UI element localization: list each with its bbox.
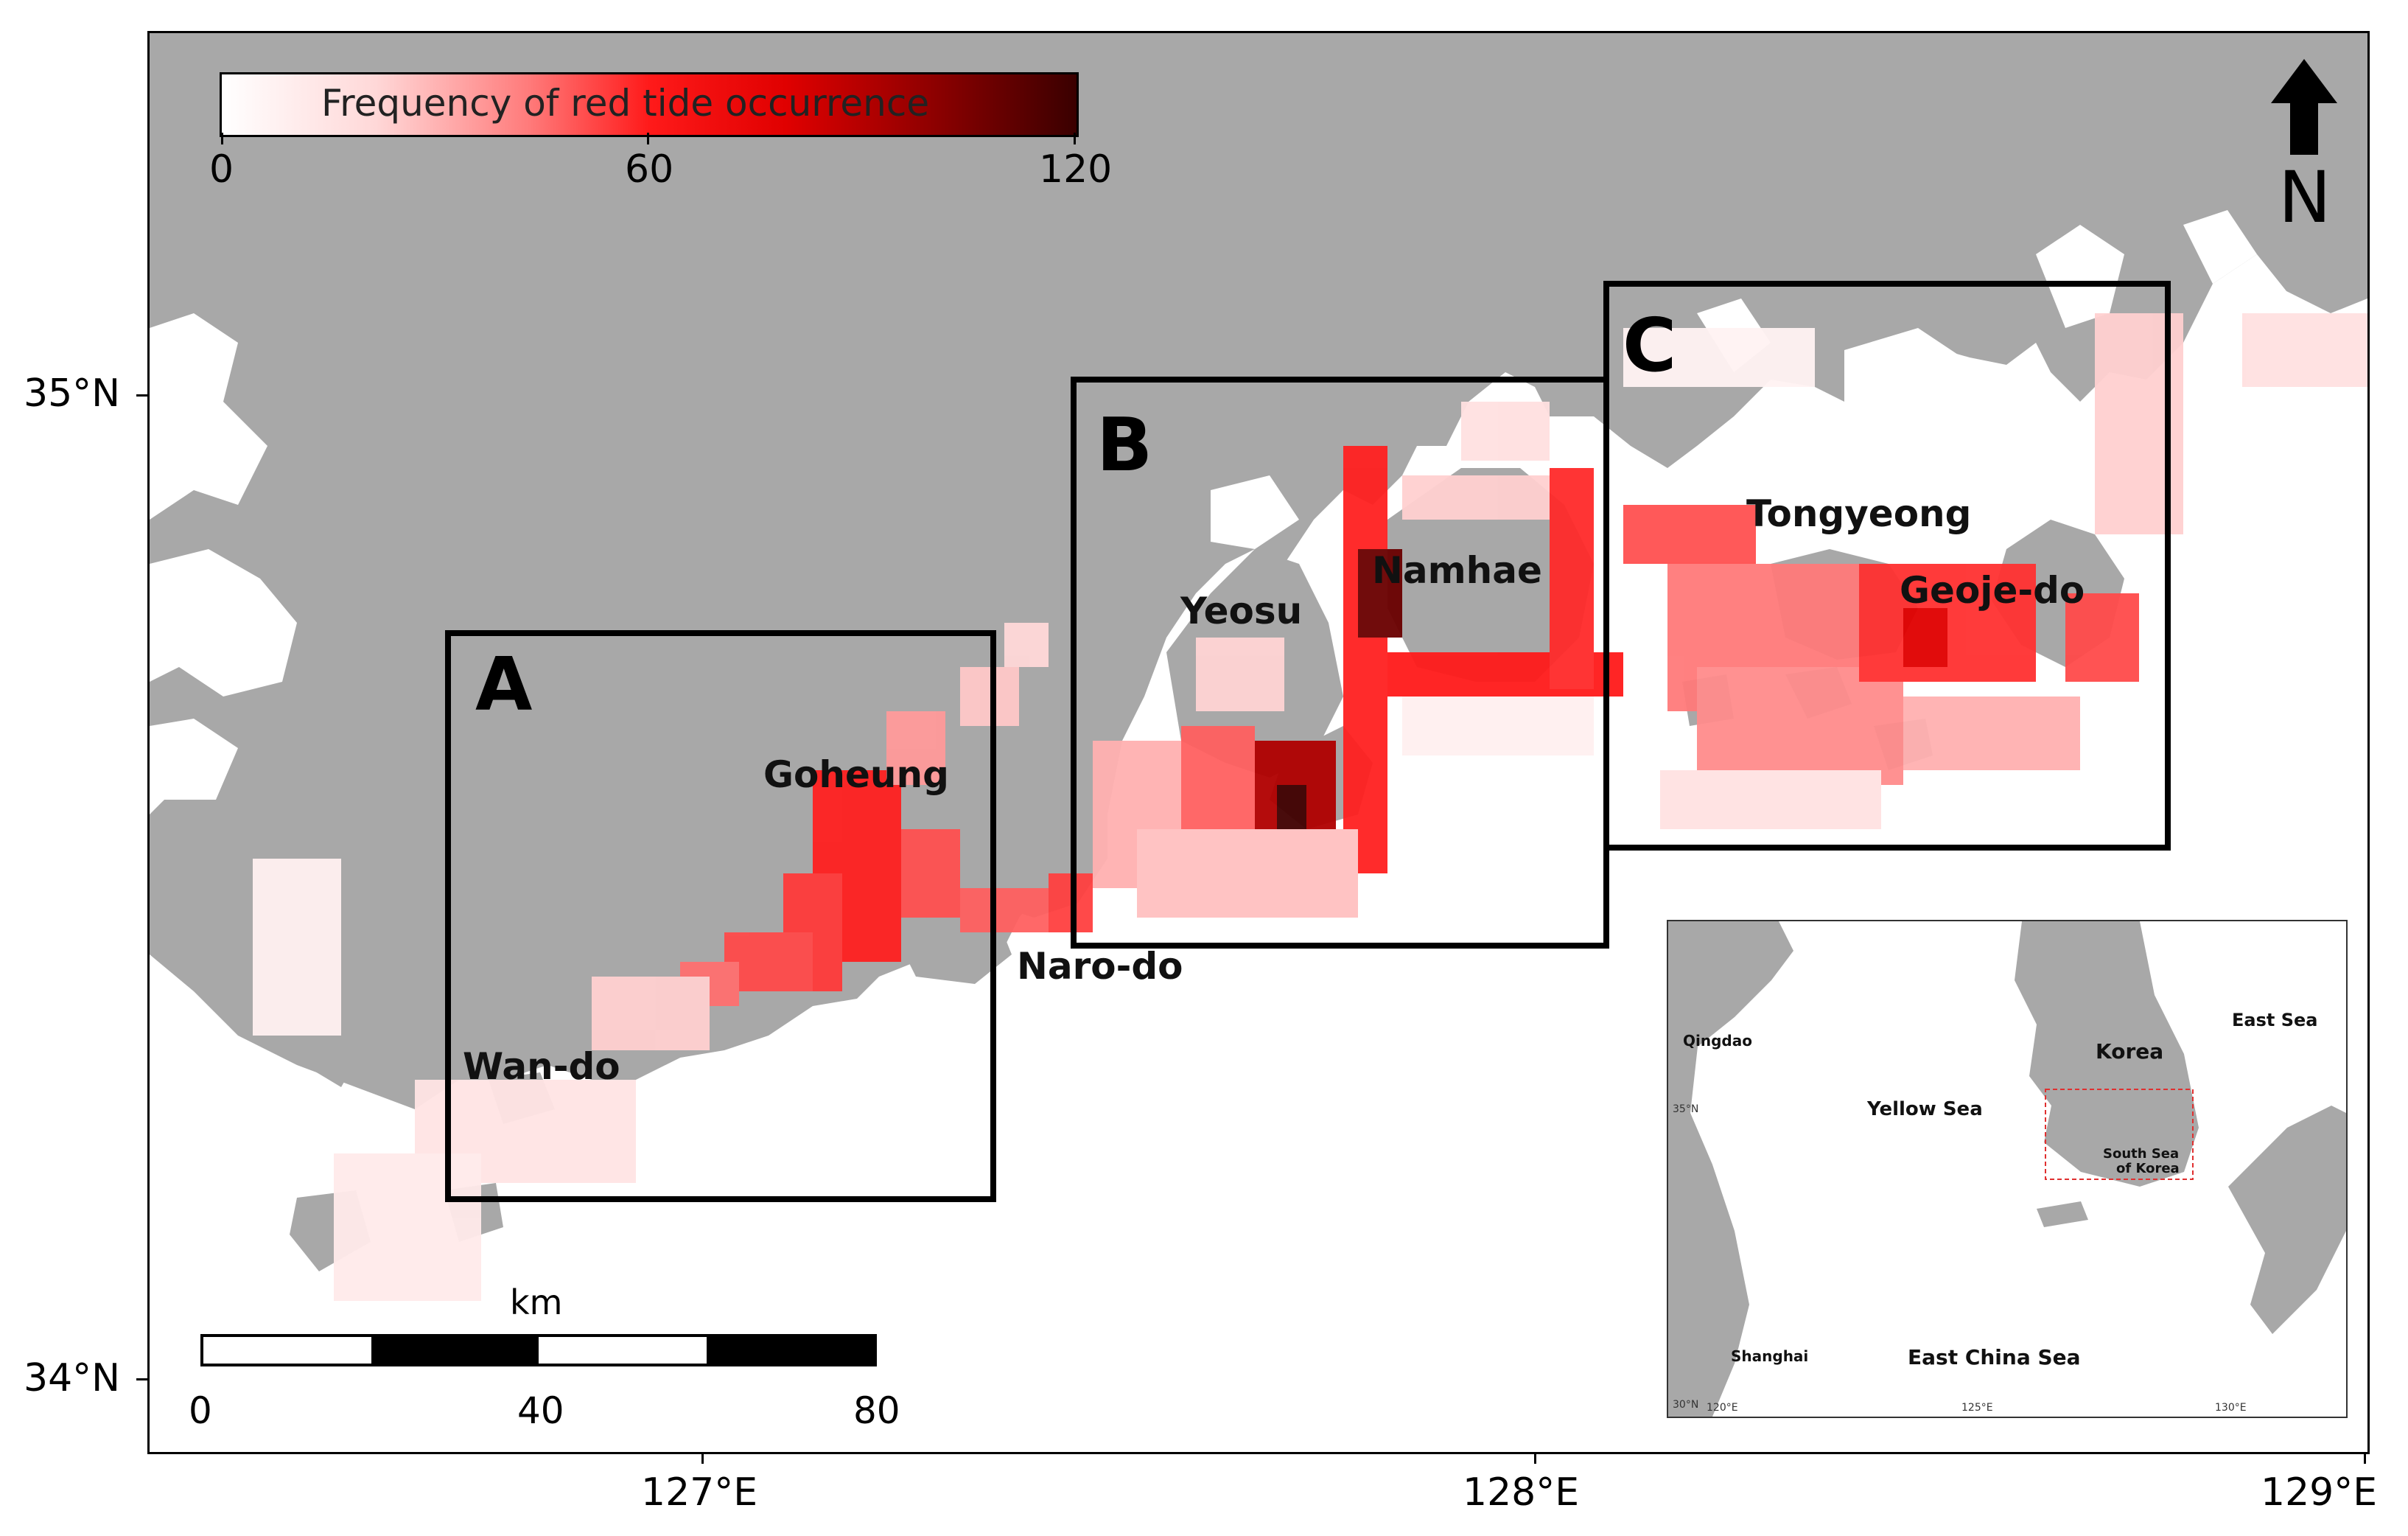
inset-label-shanghai: Shanghai [1731,1347,1809,1365]
colorbar: Frequency of red tide occurrence [220,72,1079,137]
inset-china [1668,921,1793,1417]
inset-korea [2015,921,2199,1187]
lon-label-127: 127°E [641,1470,758,1515]
inset-label-qingdao: Qingdao [1683,1032,1752,1050]
inset-canvas [1668,921,2346,1417]
label-yeosu: Yeosu [1180,590,1303,632]
inset-lat-30: 30°N [1673,1399,1699,1411]
inset-lat-35: 35°N [1673,1103,1699,1115]
west-inlets-3 [150,719,238,814]
bay-3 [2036,225,2124,328]
box-c [1603,281,2171,851]
colorbar-title: Frequency of red tide occurrence [321,82,930,125]
korea-mainland [150,33,2367,1109]
scalebar-segment [706,1337,874,1364]
lon-tick-127 [701,1452,704,1464]
lon-label-128: 128°E [1463,1470,1580,1515]
box-label-c: C [1623,302,1677,388]
inset-label-of-korea: of Korea [2116,1161,2180,1176]
lon-label-129: 129°E [2261,1470,2378,1515]
inset-lon-130: 130°E [2215,1402,2247,1414]
scalebar-tick-80: 80 [853,1389,900,1432]
label-namhae: Namhae [1372,549,1542,592]
scalebar-tick-40: 40 [517,1389,564,1432]
inset-japan [2228,1106,2346,1334]
colorbar-tick-mark-120 [1074,133,1076,144]
lat-label-34: 34°N [24,1356,121,1400]
label-wando: Wan-do [463,1045,620,1088]
lon-tick-129 [2364,1452,2366,1464]
bay-1 [1211,475,1299,549]
inset-label-east-sea: East Sea [2232,1010,2318,1030]
inset-lon-120: 120°E [1707,1402,1738,1414]
label-geojedo: Geoje-do [1900,569,2085,612]
scalebar [200,1334,877,1366]
scalebar-segment [371,1337,539,1364]
namhae-island [1387,468,1594,682]
box-label-b: B [1096,402,1153,488]
island-2 [393,991,496,1065]
lat-label-35: 35°N [24,371,121,416]
lat-tick-35 [136,394,148,397]
map-canvas [150,33,2367,1301]
bay-4 [2183,210,2257,284]
inset-jeju [2037,1201,2088,1227]
inset-lon-125: 125°E [1961,1402,1993,1414]
west-inlets [150,313,267,520]
north-label: N [2278,156,2331,239]
inset-label-yellow-sea: Yellow Sea [1867,1098,1983,1120]
colorbar-tick-60: 60 [625,147,674,192]
inset-study-area [2045,1089,2194,1180]
scalebar-segment [203,1337,371,1364]
colorbar-tick-120: 120 [1039,147,1113,192]
colorbar-tick-mark-0 [221,133,223,144]
west-inlets-2 [150,549,297,697]
inset-label-korea: Korea [2096,1039,2164,1064]
inset-label-south-sea: South Sea [2103,1146,2180,1162]
north-arrow-icon [2271,59,2337,155]
red-tide-region-a [253,623,1093,1301]
scalebar-tick-0: 0 [189,1389,212,1432]
box-label-a: A [475,641,533,727]
lon-tick-128 [1534,1452,1536,1464]
red-tide-region-b [1093,402,1623,918]
colorbar-tick-mark-60 [647,133,649,144]
label-narodo: Naro-do [1017,945,1183,988]
box-a [445,630,996,1202]
bay-2 [1844,328,1962,446]
lat-tick-34 [136,1378,148,1380]
label-goheung: Goheung [763,753,949,796]
scalebar-segment [539,1337,707,1364]
inset-label-east-china-sea: East China Sea [1908,1345,2081,1369]
scalebar-unit: km [510,1282,563,1322]
main-map [147,31,2370,1454]
inset-map: Qingdao East Sea Korea Yellow Sea South … [1667,920,2348,1418]
colorbar-tick-0: 0 [209,147,234,192]
label-tongyeong: Tongyeong [1746,492,1972,535]
